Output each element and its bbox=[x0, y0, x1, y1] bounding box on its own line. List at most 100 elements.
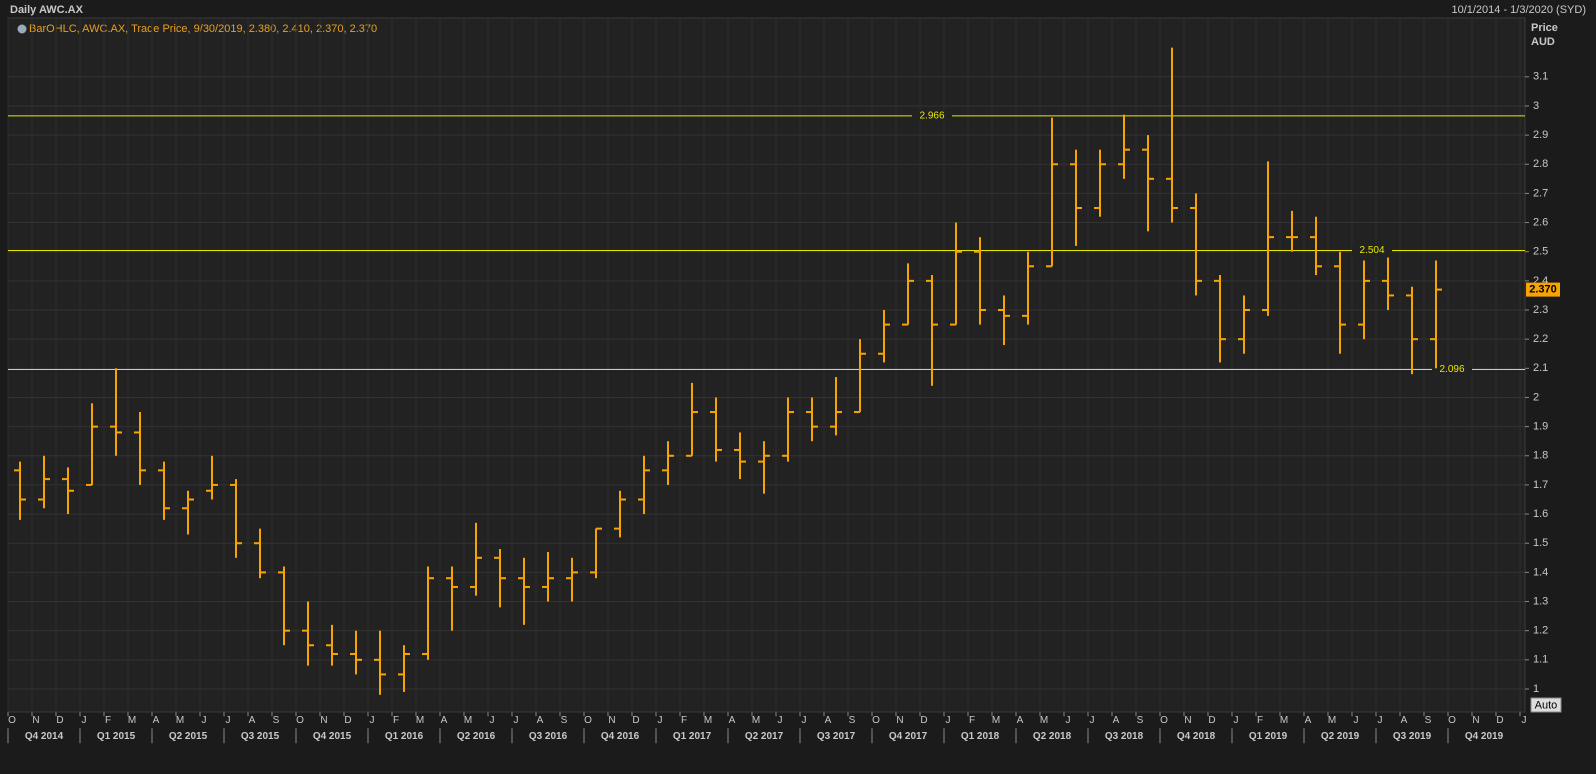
y-tick-label: 1.5 bbox=[1533, 537, 1548, 549]
y-tick-label: 1.4 bbox=[1533, 566, 1548, 578]
quarter-label: Q1 2015 bbox=[97, 731, 136, 742]
x-tick-label: J bbox=[1234, 715, 1239, 726]
auto-button-label[interactable]: Auto bbox=[1535, 699, 1558, 711]
x-tick-label: M bbox=[992, 715, 1000, 726]
x-tick-label: F bbox=[105, 715, 111, 726]
x-axis-band bbox=[0, 727, 1525, 745]
quarter-label: Q2 2015 bbox=[169, 731, 208, 742]
y-tick-label: 1.9 bbox=[1533, 421, 1548, 433]
quarter-label: Q1 2016 bbox=[385, 731, 424, 742]
x-tick-label: A bbox=[729, 715, 736, 726]
y-tick-label: 1.3 bbox=[1533, 595, 1548, 607]
x-tick-label: S bbox=[849, 715, 856, 726]
x-tick-label: O bbox=[584, 715, 592, 726]
quarter-label: Q1 2018 bbox=[961, 731, 1000, 742]
x-tick-label: O bbox=[1160, 715, 1168, 726]
x-tick-label: A bbox=[153, 715, 160, 726]
x-tick-label: N bbox=[32, 715, 39, 726]
x-tick-label: A bbox=[537, 715, 544, 726]
x-tick-label: D bbox=[920, 715, 927, 726]
x-tick-label: J bbox=[1378, 715, 1383, 726]
quarter-label: Q4 2018 bbox=[1177, 731, 1216, 742]
y-tick-label: 1.6 bbox=[1533, 508, 1548, 520]
x-tick-label: M bbox=[704, 715, 712, 726]
x-tick-label: A bbox=[825, 715, 832, 726]
level-label-bg bbox=[912, 109, 952, 122]
y-tick-label: 1.2 bbox=[1533, 625, 1548, 637]
x-tick-label: J bbox=[802, 715, 807, 726]
chart-title: Daily AWC.AX bbox=[10, 4, 84, 16]
x-tick-label: O bbox=[872, 715, 880, 726]
x-tick-label: M bbox=[176, 715, 184, 726]
x-tick-label: F bbox=[969, 715, 975, 726]
y-tick-label: 2.2 bbox=[1533, 333, 1548, 345]
y-tick-label: 2.3 bbox=[1533, 304, 1548, 316]
y-tick-label: 3.1 bbox=[1533, 71, 1548, 83]
x-tick-label: F bbox=[393, 715, 399, 726]
date-range: 10/1/2014 - 1/3/2020 (SYD) bbox=[1451, 4, 1586, 16]
quarter-label: Q1 2017 bbox=[673, 731, 712, 742]
plot-area bbox=[7, 17, 1526, 713]
y-axis-title: AUD bbox=[1531, 36, 1555, 48]
quarter-label: Q2 2019 bbox=[1321, 731, 1360, 742]
x-tick-label: J bbox=[514, 715, 519, 726]
level-label-bg bbox=[1432, 363, 1472, 376]
x-tick-label: F bbox=[1257, 715, 1263, 726]
y-tick-label: 2.5 bbox=[1533, 246, 1548, 258]
x-tick-label: D bbox=[344, 715, 351, 726]
y-tick-label: 1 bbox=[1533, 683, 1539, 695]
quarter-label: Q4 2019 bbox=[1465, 731, 1504, 742]
y-tick-label: 2.8 bbox=[1533, 158, 1548, 170]
level-label: 2.096 bbox=[1439, 364, 1464, 375]
x-tick-label: D bbox=[1208, 715, 1215, 726]
x-tick-label: N bbox=[608, 715, 615, 726]
x-tick-label: S bbox=[561, 715, 568, 726]
quarter-label: Q3 2015 bbox=[241, 731, 280, 742]
auto-button[interactable] bbox=[1530, 697, 1562, 713]
x-tick-label: O bbox=[1448, 715, 1456, 726]
legend-text: BarOHLC, AWC.AX, Trade Price, 9/30/2019,… bbox=[29, 23, 377, 35]
x-tick-label: M bbox=[752, 715, 760, 726]
x-tick-label: M bbox=[1280, 715, 1288, 726]
y-tick-label: 2.6 bbox=[1533, 216, 1548, 228]
x-tick-label: J bbox=[1066, 715, 1071, 726]
quarter-label: Q4 2017 bbox=[889, 731, 928, 742]
x-tick-label: A bbox=[1305, 715, 1312, 726]
x-tick-label: A bbox=[1017, 715, 1024, 726]
x-tick-label: A bbox=[441, 715, 448, 726]
x-tick-label: A bbox=[1113, 715, 1120, 726]
x-tick-label: J bbox=[370, 715, 375, 726]
quarter-label: Q3 2018 bbox=[1105, 731, 1144, 742]
x-tick-label: S bbox=[273, 715, 280, 726]
x-tick-label: O bbox=[8, 715, 16, 726]
quarter-label: Q2 2018 bbox=[1033, 731, 1072, 742]
x-tick-label: M bbox=[128, 715, 136, 726]
x-tick-label: M bbox=[1040, 715, 1048, 726]
y-tick-label: 2.9 bbox=[1533, 129, 1548, 141]
quarter-label: Q2 2017 bbox=[745, 731, 784, 742]
x-tick-label: J bbox=[778, 715, 783, 726]
x-tick-label: J bbox=[946, 715, 951, 726]
x-tick-label: D bbox=[632, 715, 639, 726]
quarter-label: Q4 2014 bbox=[25, 731, 64, 742]
quarter-label: Q2 2016 bbox=[457, 731, 496, 742]
x-tick-label: N bbox=[1184, 715, 1191, 726]
y-tick-label: 2.7 bbox=[1533, 187, 1548, 199]
x-tick-label: S bbox=[1425, 715, 1432, 726]
y-tick-label: 1.7 bbox=[1533, 479, 1548, 491]
x-tick-label: J bbox=[1522, 715, 1527, 726]
legend-icon bbox=[17, 24, 27, 34]
quarter-label: Q3 2019 bbox=[1393, 731, 1432, 742]
x-tick-label: S bbox=[1137, 715, 1144, 726]
quarter-label: Q3 2017 bbox=[817, 731, 856, 742]
last-price-tag bbox=[1526, 282, 1560, 297]
x-tick-label: O bbox=[296, 715, 304, 726]
level-label-bg bbox=[1352, 244, 1392, 257]
x-tick-label: J bbox=[226, 715, 231, 726]
last-price-label: 2.370 bbox=[1529, 284, 1557, 296]
x-tick-label: A bbox=[249, 715, 256, 726]
y-axis-title: Price bbox=[1531, 22, 1558, 34]
x-tick-label: N bbox=[1472, 715, 1479, 726]
quarter-label: Q3 2016 bbox=[529, 731, 568, 742]
